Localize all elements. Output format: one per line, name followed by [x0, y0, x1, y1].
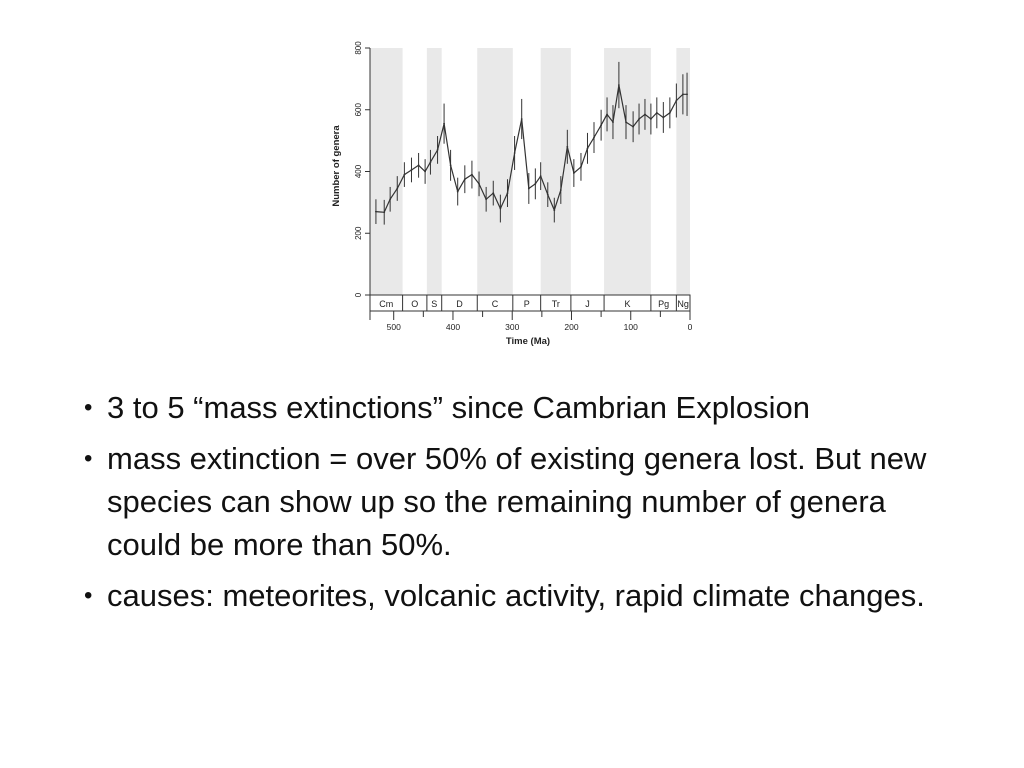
bullet-item-mass-extinctions: • 3 to 5 “mass extinctions” since Cambri…	[84, 386, 964, 429]
period-label-d: D	[456, 299, 463, 309]
x-tick-label: 400	[446, 322, 460, 332]
bullet-item-causes: • causes: meteorites, volcanic activity,…	[84, 574, 964, 617]
y-tick-label: 0	[354, 292, 363, 297]
period-band-cm	[370, 48, 403, 295]
x-tick-label: 100	[624, 322, 638, 332]
series-line	[375, 84, 688, 214]
bullet-dot: •	[84, 445, 93, 472]
period-band-c	[477, 48, 513, 295]
period-label-o: O	[411, 299, 418, 309]
period-label-tr: Tr	[552, 299, 560, 309]
bullet-item-definition: • mass extinction = over 50% of existing…	[84, 437, 964, 566]
y-tick-label: 400	[354, 164, 363, 178]
period-label-p: P	[524, 299, 530, 309]
bullet-text: 3 to 5 “mass extinctions” since Cambrian…	[107, 390, 810, 425]
genera-chart: 0 200 400 600 800 500 400 300 200 100 0 Cm O S D C P Tr J…	[331, 41, 693, 347]
period-label-k: K	[624, 299, 630, 309]
x-tick-label: 300	[505, 322, 519, 332]
period-strip-box	[369, 294, 691, 312]
series-path	[375, 84, 687, 213]
bullet-dot: •	[84, 394, 93, 421]
period-bands	[370, 48, 690, 295]
x-axis-label: Time (Ma)	[506, 336, 550, 347]
period-label-ng: Ng	[677, 299, 689, 309]
y-tick-label: 800	[354, 41, 363, 55]
bullet-dot: •	[84, 582, 93, 609]
x-tick-label: 500	[387, 322, 401, 332]
bullet-text: mass extinction = over 50% of existing g…	[107, 441, 927, 562]
period-band-s	[426, 48, 442, 295]
y-axis-label: Number of genera	[331, 125, 342, 207]
period-label-pg: Pg	[658, 299, 669, 309]
y-tick-label: 200	[354, 226, 363, 240]
bullet-list: • 3 to 5 “mass extinctions” since Cambri…	[84, 386, 964, 625]
period-band-tr	[540, 48, 571, 295]
x-tick-label: 0	[688, 322, 693, 332]
period-label-s: S	[431, 299, 437, 309]
period-label-cm: Cm	[379, 299, 393, 309]
period-label-j: J	[585, 299, 590, 309]
period-band-k	[604, 48, 651, 295]
period-label-c: C	[492, 299, 499, 309]
y-tick-label: 600	[354, 103, 363, 117]
bullet-text: causes: meteorites, volcanic activity, r…	[107, 578, 925, 613]
x-tick-label: 200	[564, 322, 578, 332]
period-strip: Cm O S D C P Tr J K Pg Ng	[369, 294, 691, 312]
